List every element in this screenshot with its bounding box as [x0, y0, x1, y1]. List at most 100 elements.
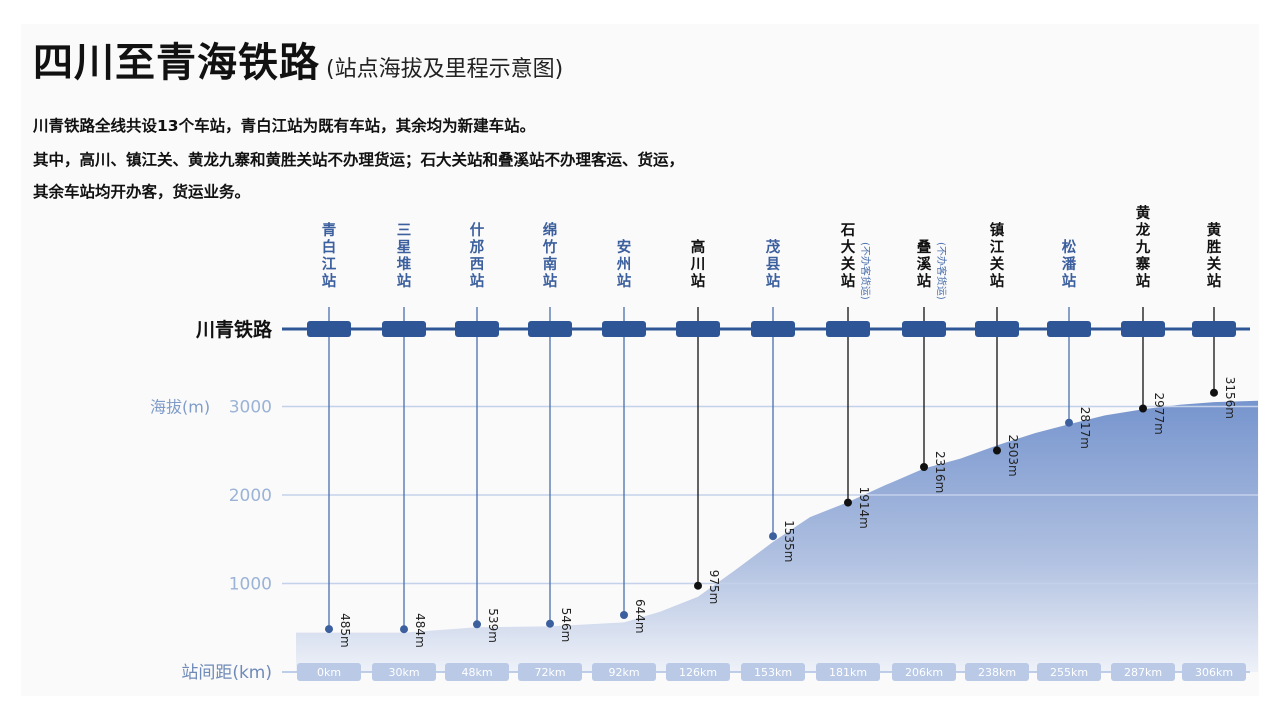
km-pill	[1182, 663, 1246, 681]
station-name-char: 叠	[917, 238, 932, 256]
station-name-char: 关	[1207, 255, 1222, 273]
station-name-char: 高	[691, 238, 706, 256]
km-pill	[892, 663, 956, 681]
station-note: (不办客货运)	[859, 242, 872, 300]
station-name-char: 县	[766, 256, 781, 273]
station-name-char: 南	[543, 255, 558, 273]
elevation-dot	[473, 620, 481, 629]
elevation-label: 485m	[338, 613, 352, 648]
station-name-char: 白	[322, 238, 337, 256]
description-line-2: 其中，高川、镇江关、黄龙九寨和黄胜关站不办理货运；石大关站和叠溪站不办理客运、货…	[33, 151, 685, 169]
km-label: 206km	[905, 666, 943, 679]
km-label: 72km	[534, 666, 565, 679]
station-name-char: 竹	[542, 238, 558, 256]
elevation-label: 539m	[486, 608, 500, 643]
km-label: 287km	[1124, 666, 1162, 679]
station-name-char: 星	[397, 239, 412, 256]
elevation-label: 1535m	[782, 520, 796, 562]
y-tick-label-2000: 2000	[229, 486, 272, 506]
station-name-char: 黄	[1136, 204, 1151, 222]
elevation-dot	[1065, 418, 1073, 427]
station-name-char: 胜	[1207, 239, 1222, 256]
station-name-char: 站	[543, 272, 558, 290]
description-line-1: 川青铁路全线共设13个车站，青白江站为既有车站，其余均为新建车站。	[33, 117, 536, 135]
km-pill	[666, 663, 730, 681]
page-subtitle: (站点海拔及里程示意图)	[326, 57, 564, 82]
elevation-dot	[546, 619, 554, 628]
elevation-dot	[993, 446, 1001, 455]
km-pill	[445, 663, 509, 681]
station-note: (不办客货运)	[935, 242, 948, 300]
km-label: 306km	[1195, 666, 1233, 679]
elevation-dot	[1139, 404, 1147, 413]
station-name-char: 青	[322, 221, 337, 239]
station-block	[307, 321, 351, 337]
station-block	[826, 321, 870, 337]
km-pill	[741, 663, 805, 681]
km-label: 181km	[829, 666, 867, 679]
elevation-label: 975m	[707, 570, 721, 605]
km-label: 153km	[754, 666, 792, 679]
elevation-label: 2817m	[1078, 407, 1092, 449]
station-name-char: 溪	[917, 255, 932, 273]
km-label: 255km	[1050, 666, 1088, 679]
station-block	[382, 321, 426, 337]
station-name-char: 邡	[469, 238, 485, 256]
km-pill	[1037, 663, 1101, 681]
elevation-dot	[769, 532, 777, 541]
station-block	[902, 321, 946, 337]
station-name-char: 九	[1135, 238, 1151, 256]
station-block	[1121, 321, 1165, 337]
station-name-char: 安	[617, 238, 632, 256]
station-name-char: 站	[841, 272, 856, 290]
km-pill	[518, 663, 582, 681]
elevation-label: 2316m	[933, 451, 947, 493]
elevation-label: 2977m	[1152, 393, 1166, 435]
y-tick-label-1000: 1000	[229, 575, 272, 595]
station-name-char: 石	[840, 222, 856, 239]
km-pill	[372, 663, 436, 681]
station-name-char: 站	[322, 272, 337, 290]
elevation-dot	[694, 581, 702, 590]
km-label: 48km	[461, 666, 492, 679]
page-title: 四川至青海铁路	[33, 39, 320, 86]
station-name-char: 堆	[397, 255, 412, 273]
station-name-char: 站	[766, 272, 781, 290]
station-name-char: 站	[691, 272, 706, 290]
station-name-char: 关	[841, 255, 856, 273]
station-name-char: 站	[1062, 272, 1077, 290]
station-name-char: 西	[470, 256, 485, 273]
station-block	[676, 321, 720, 337]
station-name-char: 关	[990, 255, 1005, 273]
station-name-char: 茂	[766, 238, 781, 256]
km-label: 0km	[317, 666, 341, 679]
station-name-char: 黄	[1207, 221, 1222, 239]
station-name-char: 站	[397, 272, 412, 290]
description-line-3: 其余车站均开办客，货运业务。	[33, 183, 251, 201]
station-block	[455, 321, 499, 337]
station-block	[1047, 321, 1091, 337]
km-pill	[965, 663, 1029, 681]
station-name-char: 站	[470, 272, 485, 290]
km-pill	[297, 663, 361, 681]
station-block	[1192, 321, 1236, 337]
railway-label: 川青铁路	[195, 318, 273, 341]
station-name-char: 松	[1062, 238, 1077, 256]
km-pill	[592, 663, 656, 681]
station-block	[751, 321, 795, 337]
km-label: 30km	[388, 666, 419, 679]
elevation-label: 1914m	[857, 487, 871, 529]
station-name-char: 镇	[990, 221, 1005, 239]
elevation-dot	[620, 611, 628, 619]
station-block	[602, 321, 646, 337]
station-name-char: 绵	[543, 221, 558, 239]
km-label: 238km	[978, 666, 1016, 679]
km-label: 92km	[608, 666, 639, 679]
station-block	[528, 321, 572, 337]
station-name-char: 州	[616, 256, 632, 273]
elevation-label: 546m	[559, 608, 573, 643]
station-name-char: 寨	[1135, 255, 1151, 273]
station-name-char: 潘	[1062, 255, 1077, 273]
title-row: 四川至青海铁路 (站点海拔及里程示意图)	[33, 30, 563, 88]
